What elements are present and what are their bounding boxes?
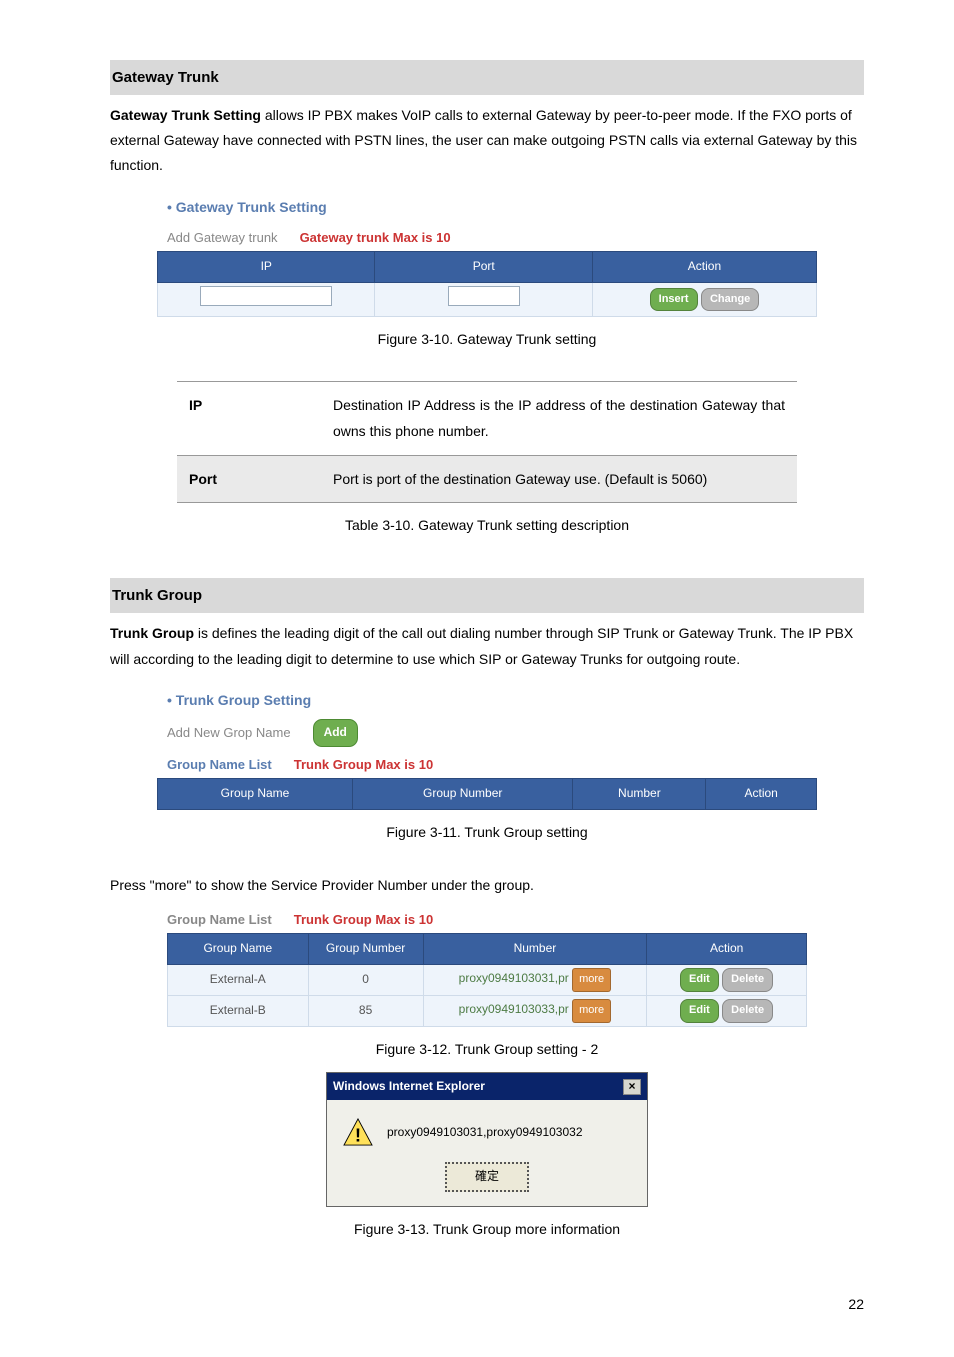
trunk-group-rest: is defines the leading digit of the call… — [110, 625, 853, 666]
gateway-trunk-max-note: Gateway trunk Max is 10 — [300, 226, 451, 249]
trunk-group-paragraph: Trunk Group is defines the leading digit… — [110, 621, 864, 671]
port-input[interactable] — [448, 286, 520, 306]
row-num: 0 — [308, 964, 423, 995]
svg-text:!: ! — [355, 1125, 361, 1146]
table-row: External-A 0 proxy0949103031,pr more Edi… — [168, 964, 807, 995]
delete-button[interactable]: Delete — [722, 968, 773, 992]
add-gateway-trunk-label: Add Gateway trunk — [167, 226, 278, 249]
col-group-number: Group Number — [352, 779, 572, 810]
dialog-title: Windows Internet Explorer — [333, 1076, 485, 1098]
more-button[interactable]: more — [572, 999, 611, 1023]
col2-action: Action — [647, 934, 807, 965]
gateway-trunk-heading: Gateway Trunk — [110, 60, 864, 95]
trunk-group-ui: Trunk Group Setting Add New Grop Name Ad… — [157, 688, 817, 810]
row-proxy: proxy0949103031,pr — [459, 971, 569, 985]
trunk-group-max-note2: Trunk Group Max is 10 — [294, 908, 433, 931]
ip-input[interactable] — [200, 286, 332, 306]
col-port: Port — [375, 252, 592, 283]
row-name: External-A — [168, 964, 309, 995]
dialog-text: proxy0949103031,proxy0949103032 — [387, 1122, 583, 1144]
gateway-trunk-paragraph: Gateway Trunk Setting allows IP PBX make… — [110, 103, 864, 179]
page-number: 22 — [110, 1292, 864, 1317]
gateway-trunk-desc-table: IP Destination IP Address is the IP addr… — [177, 381, 797, 504]
trunk-group-max-note: Trunk Group Max is 10 — [294, 753, 433, 776]
desc-port-key: Port — [177, 455, 321, 503]
gateway-trunk-table: IP Port Action Insert Change — [157, 251, 817, 317]
insert-button[interactable]: Insert — [650, 288, 698, 312]
col-action2: Action — [706, 779, 817, 810]
table-row: External-B 85 proxy0949103033,pr more Ed… — [168, 995, 807, 1026]
figure-3-10-caption: Figure 3-10. Gateway Trunk setting — [110, 327, 864, 352]
add-button[interactable]: Add — [313, 719, 358, 747]
delete-button[interactable]: Delete — [722, 999, 773, 1023]
gateway-trunk-ui: Gateway Trunk Setting Add Gateway trunk … — [157, 195, 817, 318]
trunk-group-heading: Trunk Group — [110, 578, 864, 613]
figure-3-11-caption: Figure 3-11. Trunk Group setting — [110, 820, 864, 845]
trunk-group-ui-title: Trunk Group Setting — [167, 688, 817, 713]
row-num: 85 — [308, 995, 423, 1026]
gateway-trunk-bold: Gateway Trunk Setting — [110, 107, 261, 123]
edit-button[interactable]: Edit — [680, 968, 719, 992]
desc-port-val: Port is port of the destination Gateway … — [321, 455, 797, 503]
figure-3-12-caption: Figure 3-12. Trunk Group setting - 2 — [110, 1037, 864, 1062]
ie-dialog: Windows Internet Explorer × ! proxy09491… — [326, 1072, 648, 1207]
ok-button[interactable]: 確定 — [445, 1162, 529, 1192]
change-button[interactable]: Change — [701, 288, 759, 312]
group-name-list-label: Group Name List — [167, 753, 272, 776]
col2-group-name: Group Name — [168, 934, 309, 965]
trunk-group-table: Group Name Group Number Number Action — [157, 778, 817, 810]
row-name: External-B — [168, 995, 309, 1026]
edit-button[interactable]: Edit — [680, 999, 719, 1023]
more-button[interactable]: more — [572, 968, 611, 992]
desc-ip-val: Destination IP Address is the IP address… — [321, 381, 797, 455]
press-more-text: Press "more" to show the Service Provide… — [110, 873, 864, 898]
close-icon[interactable]: × — [623, 1079, 641, 1095]
trunk-group-bold: Trunk Group — [110, 625, 194, 641]
trunk-group-table2: Group Name Group Number Number Action Ex… — [167, 933, 807, 1026]
add-new-group-label: Add New Grop Name — [167, 721, 291, 744]
desc-ip-key: IP — [177, 381, 321, 455]
col-group-name: Group Name — [158, 779, 353, 810]
gateway-trunk-ui-title: Gateway Trunk Setting — [167, 195, 817, 220]
warning-icon: ! — [343, 1118, 373, 1146]
row-proxy: proxy0949103033,pr — [459, 1002, 569, 1016]
col-ip: IP — [158, 252, 375, 283]
group-name-list-label2: Group Name List — [167, 908, 272, 931]
trunk-group-ui2: Group Name List Trunk Group Max is 10 Gr… — [167, 908, 807, 1027]
col-number: Number — [573, 779, 706, 810]
col2-number: Number — [423, 934, 647, 965]
table-3-10-caption: Table 3-10. Gateway Trunk setting descri… — [110, 513, 864, 538]
col2-group-number: Group Number — [308, 934, 423, 965]
col-action: Action — [592, 252, 816, 283]
figure-3-13-caption: Figure 3-13. Trunk Group more informatio… — [110, 1217, 864, 1242]
